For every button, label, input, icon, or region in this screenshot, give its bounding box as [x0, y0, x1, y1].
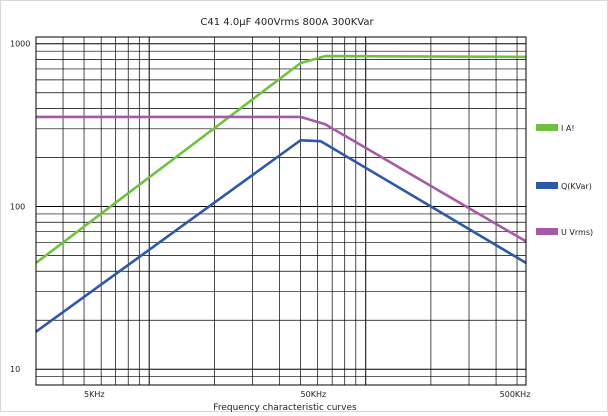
x-tick-label: 50KHz [301, 390, 327, 399]
chart-title: C41 4.0μF 400Vrms 800A 300KVar [200, 17, 374, 28]
legend-label: Q(KVar) [561, 182, 592, 191]
legend-label: U Vrms) [561, 228, 593, 237]
x-tick-label: 500KHz [500, 390, 531, 399]
plot-border [35, 36, 527, 386]
legend-swatch [536, 228, 558, 235]
series-line [36, 115, 527, 243]
legend: I A! Q(KVar) U Vrms) [536, 124, 593, 237]
legend-label: I A! [561, 124, 575, 133]
x-tick-label: 5KHz [84, 390, 105, 399]
legend-swatch [536, 182, 558, 189]
grid [36, 37, 526, 385]
series-line [35, 139, 527, 333]
series-line [35, 54, 527, 264]
tick-labels: 5KHz 50KHz 500KHz 10 100 1000 [10, 40, 530, 399]
y-tick-label: 10 [10, 365, 20, 374]
x-axis-label: Frequency characteristic curves [213, 403, 357, 412]
legend-swatch [536, 124, 558, 131]
y-tick-label: 100 [10, 202, 25, 211]
y-tick-label: 1000 [10, 40, 30, 49]
series-lines [35, 54, 527, 333]
